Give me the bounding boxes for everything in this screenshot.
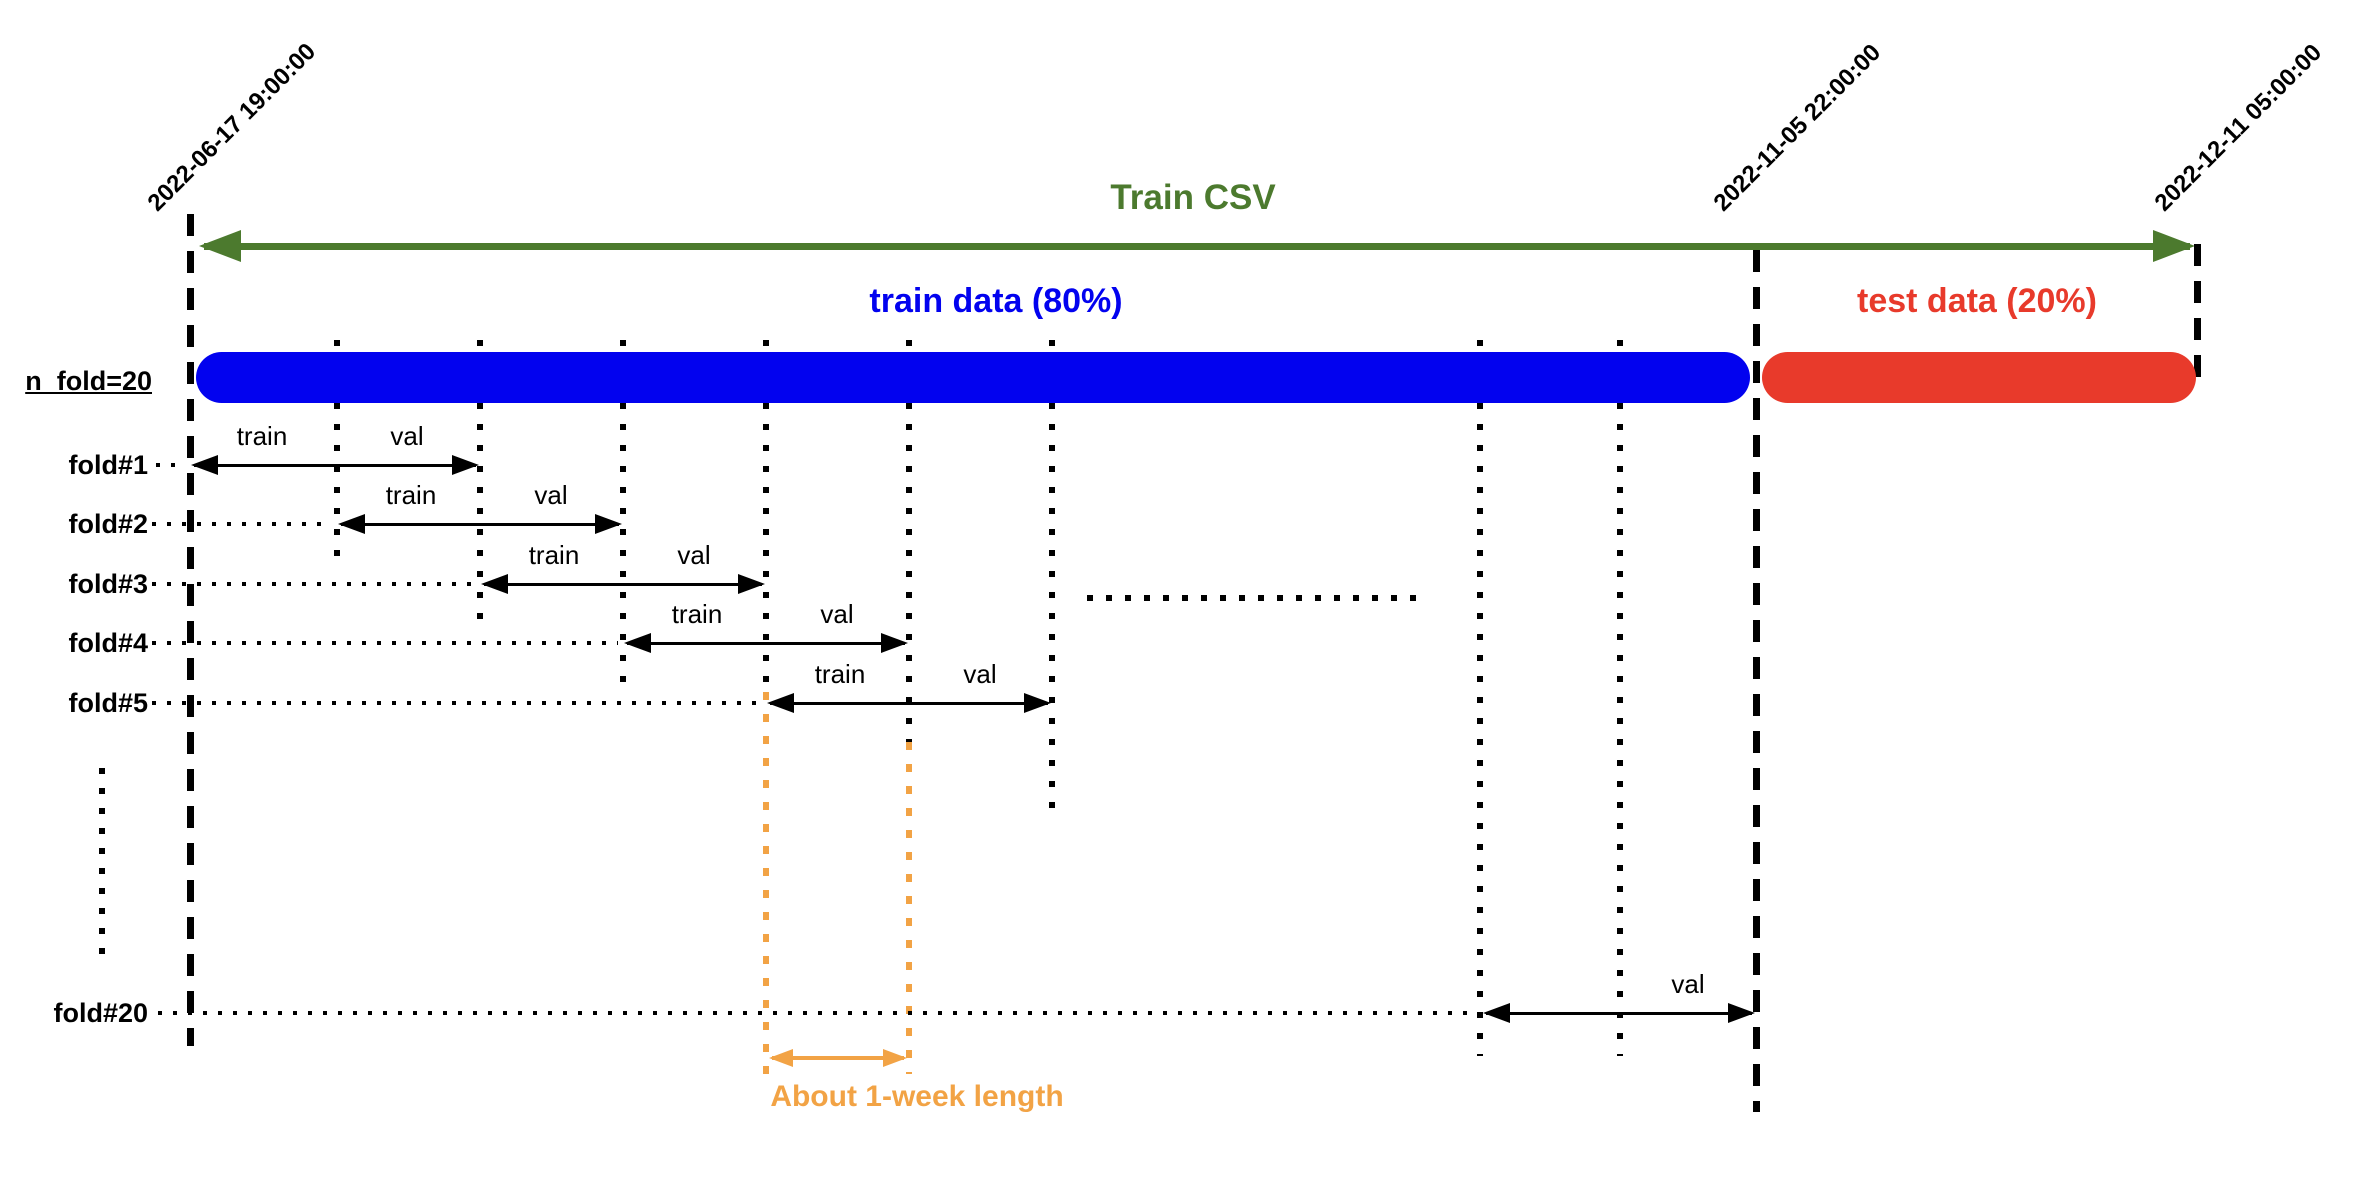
- fold-grid-line-right-2: [1617, 340, 1623, 1056]
- arrow-head-right-icon: [883, 1049, 907, 1067]
- boundary-line-test-end: [2194, 244, 2201, 378]
- fold-grid-line-6: [1049, 340, 1055, 810]
- fold-1-val-label: val: [390, 421, 424, 451]
- fold-20-leader-line: [158, 1011, 1474, 1015]
- folds-horizontal-ellipsis: [1087, 595, 1419, 601]
- fold-3-leader-line: [152, 582, 474, 586]
- fold-4-leader-line: [152, 641, 618, 645]
- fold-grid-line-4: [763, 340, 769, 692]
- fold-5-leader-line: [152, 701, 760, 705]
- date-label-test-end: 2022-12-11 05:00:00: [2149, 38, 2328, 217]
- fold-2-train-label: train: [385, 480, 437, 510]
- folds-vertical-ellipsis: [99, 768, 105, 958]
- boundary-line-train-test-split: [1753, 250, 1760, 1112]
- fold-2-label: fold#2: [68, 509, 148, 539]
- arrow-head-left-icon: [481, 574, 508, 594]
- arrow-head-right-icon: [1728, 1003, 1755, 1023]
- n-fold-label: n_fold=20: [25, 366, 152, 396]
- fold-grid-line-3: [620, 340, 626, 682]
- train-data-bar-label: train data (80%): [869, 282, 1123, 320]
- boundary-line-train-start: [187, 214, 194, 1046]
- arrow-head-right-icon: [881, 633, 908, 653]
- date-label-train-test-split: 2022-11-05 22:00:00: [1708, 38, 1887, 217]
- fold-grid-line-right-1: [1477, 340, 1483, 1056]
- fold-2-leader-line: [152, 522, 332, 526]
- fold-grid-line-2: [477, 340, 483, 622]
- fold-1-leader-line: [156, 463, 186, 467]
- fold-3-train-label: train: [528, 540, 580, 570]
- test-data-bar: [1762, 352, 2196, 403]
- arrow-head-left-icon: [1483, 1003, 1510, 1023]
- fold-20-val-label: val: [1671, 969, 1705, 999]
- fold-20-label: fold#20: [53, 998, 148, 1028]
- fold-1-label: fold#1: [68, 450, 148, 480]
- fold-5-label: fold#5: [68, 688, 148, 718]
- arrow-head-right-icon: [595, 514, 622, 534]
- fold-grid-line-1: [334, 340, 340, 562]
- arrow-head-right-icon: [738, 574, 765, 594]
- fold-2-val-label: val: [534, 480, 568, 510]
- train-data-bar: [196, 352, 1750, 403]
- fold-5-train-label: train: [814, 659, 866, 689]
- train-csv-title: Train CSV: [1110, 178, 1276, 217]
- arrow-head-right-icon: [1024, 693, 1051, 713]
- arrow-head-left-icon: [199, 230, 241, 262]
- fold-3-label: fold#3: [68, 569, 148, 599]
- week-width-line-left: [763, 692, 769, 1074]
- week-width-line-right: [906, 742, 912, 1074]
- test-data-bar-label: test data (20%): [1857, 282, 2097, 320]
- fold-4-label: fold#4: [68, 628, 148, 658]
- date-label-train-start: 2022-06-17 19:00:00: [142, 38, 322, 217]
- arrow-head-left-icon: [624, 633, 651, 653]
- fold-4-val-label: val: [820, 599, 854, 629]
- arrow-head-right-icon: [452, 455, 479, 475]
- arrow-head-left-icon: [338, 514, 365, 534]
- week-length-label: About 1-week length: [770, 1080, 1064, 1113]
- fold-1-train-label: train: [236, 421, 288, 451]
- arrow-head-left-icon: [767, 693, 794, 713]
- fold-5-val-label: val: [963, 659, 997, 689]
- fold-grid-line-5: [906, 340, 912, 742]
- fold-3-val-label: val: [677, 540, 711, 570]
- fold-4-train-label: train: [671, 599, 723, 629]
- train-csv-arrow-line: [204, 242, 2190, 250]
- arrow-head-right-icon: [2153, 230, 2195, 262]
- arrow-head-left-icon: [191, 455, 218, 475]
- arrow-head-left-icon: [769, 1049, 793, 1067]
